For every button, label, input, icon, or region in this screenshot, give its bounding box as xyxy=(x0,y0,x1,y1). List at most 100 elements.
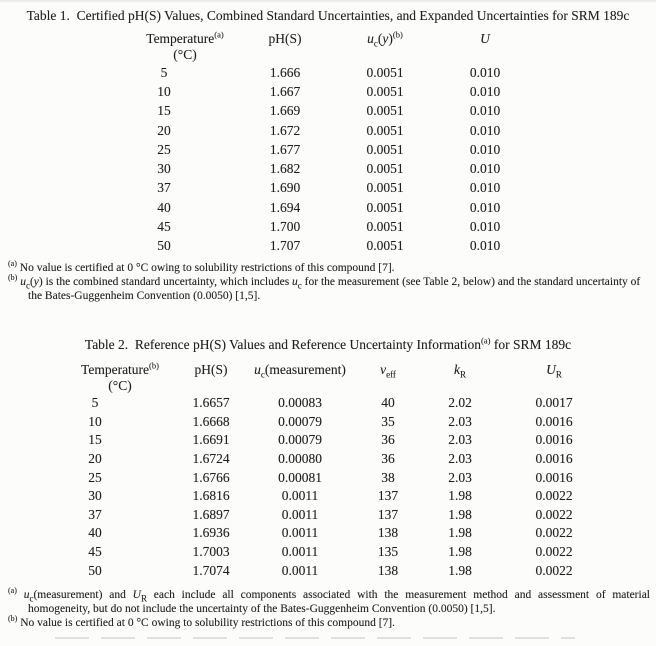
footnote-b: (b) No value is certified at 0 °C owing … xyxy=(8,614,395,630)
cell: 1.98 xyxy=(448,488,472,504)
cell: 0.00081 xyxy=(278,469,322,485)
table-row: 50 1.707 0.0051 0.010 xyxy=(133,237,533,256)
cell: 0.0051 xyxy=(366,103,404,119)
table-row: 25 1.6766 0.00081 38 2.03 0.0016 xyxy=(68,468,614,487)
cell: 0.010 xyxy=(469,219,501,235)
table-row: 20 1.6724 0.00080 36 2.03 0.0016 xyxy=(68,450,614,469)
cell: 0.0051 xyxy=(366,122,404,138)
footnote-a: (a) uc(measurement) and UR each include … xyxy=(8,586,651,616)
cell: 0.0051 xyxy=(366,238,404,254)
cell: 0.00079 xyxy=(278,432,322,448)
cell: 40 xyxy=(381,395,395,411)
cell: 1.700 xyxy=(269,219,301,235)
col-header-expanded-uncertainty: U xyxy=(437,31,533,63)
cell: 2.03 xyxy=(448,432,472,448)
table1-title: Table 1. Certified pH(S) Values, Combine… xyxy=(26,8,630,23)
cell: 1.98 xyxy=(448,525,472,541)
table-row: 15 1.6691 0.00079 36 2.03 0.0016 xyxy=(68,431,614,450)
table1-body: 5 1.666 0.0051 0.010 10 1.667 0.0051 0.010 15 1.6… xyxy=(133,63,533,256)
table-row: 15 1.669 0.0051 0.010 xyxy=(133,102,533,121)
cell: 35 xyxy=(381,413,395,429)
col-header-veff: νeff xyxy=(350,362,426,394)
cell: 0.0051 xyxy=(366,161,404,177)
cell: 0.010 xyxy=(469,238,501,254)
cell: 1.6766 xyxy=(192,469,230,485)
cell: 0.010 xyxy=(469,180,501,196)
cell: 15 xyxy=(88,432,102,448)
cell: 1.667 xyxy=(269,83,301,99)
table-row: 25 1.677 0.0051 0.010 xyxy=(133,140,533,159)
col-header-kR: kR xyxy=(426,362,494,394)
cell: 50 xyxy=(88,562,102,578)
cell: 10 xyxy=(88,413,102,429)
table-row: 5 1.6657 0.00083 40 2.02 0.0017 xyxy=(68,394,614,413)
cell: 10 xyxy=(157,83,171,99)
cell: 1.7003 xyxy=(192,544,230,560)
cell: 0.0051 xyxy=(366,83,404,99)
cell: 1.6936 xyxy=(192,525,230,541)
cell: 138 xyxy=(377,562,399,578)
col-header-temperature-unit: (°C) xyxy=(173,47,197,62)
col-header-expanded-uncertainty-label: U xyxy=(480,31,490,46)
col-header-veff-label: νeff xyxy=(380,362,396,380)
cell: 36 xyxy=(381,432,395,448)
cell: 0.0016 xyxy=(535,451,573,467)
cell: 2.03 xyxy=(448,451,472,467)
col-header-ph-label: pH(S) xyxy=(268,31,302,46)
cell: 1.6691 xyxy=(192,432,230,448)
cell: 1.6668 xyxy=(192,413,230,429)
footnote-a: (a) No value is certified at 0 °C owing … xyxy=(8,259,395,274)
cell: 0.0016 xyxy=(535,413,573,429)
cell: 37 xyxy=(157,180,171,196)
cell: 0.010 xyxy=(469,161,501,177)
col-header-uc-measurement-label: uc(measurement) xyxy=(254,362,346,380)
col-header-uc-y-label: uc(y)(b) xyxy=(367,29,403,49)
table-row: 37 1.6897 0.0011 137 1.98 0.0022 xyxy=(68,506,614,525)
table2: Temperature(b) (°C) pH(S) uc(measurement… xyxy=(68,360,614,580)
table-row: 5 1.666 0.0051 0.010 xyxy=(133,63,533,82)
col-header-temperature-label: Temperature(a) xyxy=(146,29,224,46)
cell: 0.0011 xyxy=(281,544,319,560)
table-row: 20 1.672 0.0051 0.010 xyxy=(133,121,533,140)
cell: 135 xyxy=(377,544,399,560)
cell: 1.682 xyxy=(269,161,301,177)
cell: 30 xyxy=(88,488,102,504)
cell: 0.0011 xyxy=(281,525,319,541)
cell: 1.669 xyxy=(269,103,301,119)
table2-title: Table 2. Reference pH(S) Values and Refe… xyxy=(84,335,572,352)
cell: 0.010 xyxy=(469,199,501,215)
col-header-temperature-label: Temperature(b) xyxy=(81,360,159,377)
cell: 5 xyxy=(91,395,99,411)
cell: 0.0017 xyxy=(535,395,573,411)
cell: 2.03 xyxy=(448,413,472,429)
cell: 2.02 xyxy=(448,395,472,411)
cell: 0.0051 xyxy=(366,180,404,196)
cell: 0.00080 xyxy=(278,451,322,467)
col-header-uc-measurement: uc(measurement) xyxy=(250,362,350,394)
cell: 0.010 xyxy=(469,103,501,119)
cell: 0.0016 xyxy=(535,432,573,448)
cell: 1.666 xyxy=(269,64,301,80)
cell: 0.00079 xyxy=(278,413,322,429)
cell: 0.0022 xyxy=(535,544,573,560)
table-row: 40 1.694 0.0051 0.010 xyxy=(133,198,533,217)
col-header-ph: pH(S) xyxy=(172,362,250,394)
cell: 0.010 xyxy=(469,141,501,157)
cell: 0.0051 xyxy=(366,141,404,157)
scan-artifact-line xyxy=(55,637,575,639)
cell: 40 xyxy=(88,525,102,541)
cell: 45 xyxy=(157,219,171,235)
col-header-ph: pH(S) xyxy=(237,31,333,63)
cell: 25 xyxy=(157,141,171,157)
cell: 30 xyxy=(157,161,171,177)
cell: 2.03 xyxy=(448,469,472,485)
table-row: 40 1.6936 0.0011 138 1.98 0.0022 xyxy=(68,524,614,543)
col-header-temperature: Temperature(b) (°C) xyxy=(68,360,172,394)
cell: 50 xyxy=(157,238,171,254)
col-header-UR-label: UR xyxy=(546,362,562,380)
cell: 15 xyxy=(157,103,171,119)
col-header-uc-y: uc(y)(b) xyxy=(333,29,437,63)
table-row: 10 1.6668 0.00079 35 2.03 0.0016 xyxy=(68,413,614,432)
cell: 25 xyxy=(88,469,102,485)
